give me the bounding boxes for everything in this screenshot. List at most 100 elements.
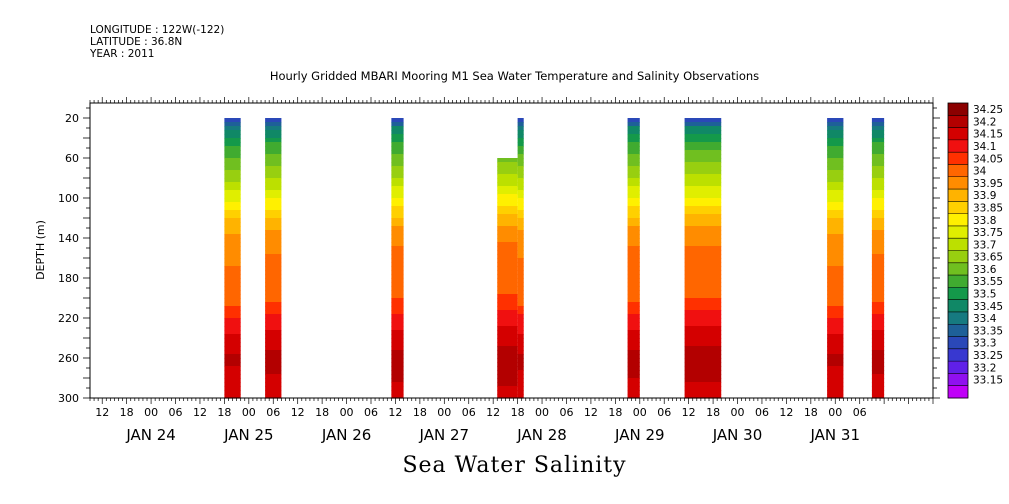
data-column [871, 118, 885, 399]
salinity-cell [627, 206, 640, 211]
salinity-cell [827, 118, 844, 123]
salinity-cell [827, 390, 844, 395]
salinity-cell [627, 374, 640, 379]
salinity-cell [627, 326, 640, 331]
salinity-cell [265, 278, 282, 283]
salinity-cell [224, 234, 241, 239]
salinity-cell [627, 174, 640, 179]
salinity-cell [627, 134, 640, 139]
salinity-cell [391, 390, 404, 395]
colorbar-label: 34.05 [973, 153, 1003, 165]
salinity-cell [827, 326, 844, 331]
salinity-cell [224, 302, 241, 307]
salinity-cell [497, 214, 518, 219]
salinity-cell [391, 186, 404, 191]
salinity-cell [827, 346, 844, 351]
salinity-cell [627, 262, 640, 267]
salinity-cell [391, 234, 404, 239]
salinity-cell [871, 234, 885, 239]
salinity-cell [684, 386, 722, 391]
salinity-cell [871, 130, 885, 135]
salinity-cell [627, 138, 640, 143]
salinity-cell [871, 390, 885, 395]
salinity-cell [265, 382, 282, 387]
salinity-cell [827, 334, 844, 339]
salinity-cell [684, 306, 722, 311]
salinity-cell [224, 266, 241, 271]
salinity-cell [517, 166, 524, 171]
colorbar-swatch [948, 250, 968, 264]
salinity-cell [517, 142, 524, 147]
salinity-cell [391, 274, 404, 279]
salinity-cell [827, 378, 844, 383]
salinity-cell [497, 386, 518, 391]
salinity-cell [871, 358, 885, 363]
salinity-cell [224, 334, 241, 339]
salinity-cell [391, 294, 404, 299]
salinity-cell [517, 302, 524, 307]
salinity-cell [871, 274, 885, 279]
colorbar-swatch [948, 324, 968, 337]
salinity-cell [517, 214, 524, 219]
salinity-cell [391, 290, 404, 295]
salinity-cell [391, 170, 404, 175]
salinity-cell [517, 138, 524, 143]
salinity-cell [827, 154, 844, 159]
salinity-cell [684, 270, 722, 275]
salinity-cell [265, 218, 282, 223]
colorbar-swatch [948, 152, 968, 165]
salinity-cell [684, 186, 722, 191]
salinity-cell [627, 330, 640, 335]
salinity-cell [265, 286, 282, 291]
salinity-cell [497, 318, 518, 323]
salinity-cell [627, 118, 640, 123]
salinity-cell [684, 334, 722, 339]
salinity-cell [497, 362, 518, 367]
salinity-cell [497, 266, 518, 271]
salinity-cell [224, 122, 241, 127]
salinity-cell [871, 378, 885, 383]
salinity-cell [391, 330, 404, 335]
salinity-cell [871, 118, 885, 123]
salinity-cell [517, 326, 524, 331]
salinity-cell [827, 294, 844, 299]
salinity-cell [827, 282, 844, 287]
salinity-cell [265, 290, 282, 295]
salinity-cell [224, 298, 241, 303]
salinity-cell [224, 238, 241, 243]
salinity-cell [497, 166, 518, 171]
salinity-cell [627, 226, 640, 231]
salinity-cell [497, 162, 518, 167]
salinity-cell [265, 350, 282, 355]
x-tick-label: 00 [828, 406, 842, 419]
salinity-cell [627, 350, 640, 355]
colorbar-label: 34.15 [973, 129, 1003, 141]
salinity-cell [627, 166, 640, 171]
salinity-cell [827, 186, 844, 191]
salinity-cell [827, 182, 844, 187]
salinity-cell [224, 270, 241, 275]
salinity-cell [224, 310, 241, 315]
salinity-cell [627, 234, 640, 239]
salinity-cell [224, 278, 241, 283]
salinity-cell [684, 118, 722, 123]
salinity-cell [517, 266, 524, 271]
salinity-cell [684, 134, 722, 139]
data-column [517, 118, 524, 399]
salinity-cell [391, 226, 404, 231]
salinity-cell [391, 142, 404, 147]
salinity-cell [827, 226, 844, 231]
salinity-cell [391, 314, 404, 319]
salinity-cell [871, 266, 885, 271]
salinity-cell [517, 338, 524, 343]
salinity-cell [224, 350, 241, 355]
salinity-cell [627, 202, 640, 207]
salinity-cell [871, 146, 885, 151]
salinity-cell [871, 370, 885, 375]
salinity-cell [224, 226, 241, 231]
salinity-cell [827, 366, 844, 371]
salinity-cell [871, 346, 885, 351]
salinity-cell [224, 166, 241, 171]
salinity-cell [265, 182, 282, 187]
salinity-cell [684, 158, 722, 163]
